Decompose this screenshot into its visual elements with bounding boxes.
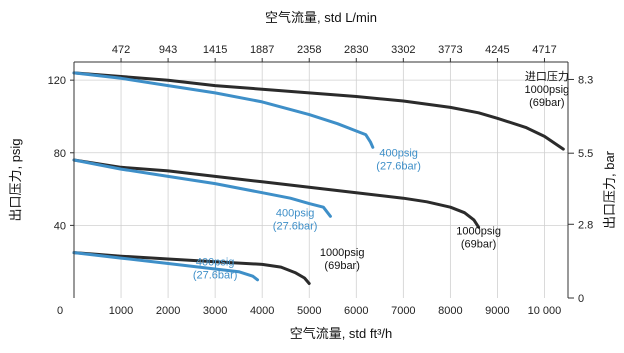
curve-label-line: 400psig xyxy=(196,256,235,268)
top-tick-label: 2358 xyxy=(297,44,321,56)
curve-label: 1000psig (69bar) xyxy=(320,247,365,272)
curve-label-line: (27.6bar) xyxy=(273,220,318,232)
curve-label: 400psig (27.6bar) xyxy=(273,207,318,232)
y-left-tick-label: 120 xyxy=(48,75,66,87)
curve-label: 进口压力 1000psig (69bar) xyxy=(525,70,570,109)
gridlines xyxy=(74,62,568,298)
curve-annotations: 进口压力 1000psig (69bar)400psig (27.6bar)400ps… xyxy=(193,70,569,281)
x-tick-label: 1000 xyxy=(109,305,133,317)
x-tick-label: 5000 xyxy=(297,305,321,317)
curve-label-line: 400psig xyxy=(379,147,418,159)
top-tick-label: 472 xyxy=(112,44,130,56)
top-tick-label: 1887 xyxy=(250,44,274,56)
series-line xyxy=(72,251,259,282)
series-lines xyxy=(72,71,565,285)
top-tick-label: 3302 xyxy=(391,44,415,56)
y-axis-left-title: 出口压力, psig xyxy=(8,138,23,221)
curve-label-line: 1000psig xyxy=(320,247,365,259)
y-right-tick-label: 0 xyxy=(578,293,584,305)
curve-label-line: (27.6bar) xyxy=(376,160,421,172)
x-tick-label: 10 000 xyxy=(528,305,562,317)
y-right-tick-label: 8.3 xyxy=(578,74,593,86)
top-axis-title: 空气流量, std L/min xyxy=(265,10,377,25)
series-line xyxy=(72,158,332,218)
x-tick-label: 2000 xyxy=(156,305,180,317)
y-left-tick-label: 40 xyxy=(54,220,66,232)
x-tick-label: 8000 xyxy=(438,305,462,317)
x-tick-label: 6000 xyxy=(344,305,368,317)
y-right-tick-label: 2.8 xyxy=(578,219,593,231)
x-tick-label: 9000 xyxy=(485,305,509,317)
curve-label-line: (69bar) xyxy=(324,260,359,272)
top-tick-label: 4717 xyxy=(532,44,556,56)
x-tick-label: 0 xyxy=(57,305,63,317)
curve-label-line: 1000psig xyxy=(525,84,570,96)
y-left-tick-label: 80 xyxy=(54,148,66,160)
x-axis-title: 空气流量, std ft³/h xyxy=(290,326,393,341)
curve-label-line: (27.6bar) xyxy=(193,269,238,281)
series-line xyxy=(72,71,375,149)
series-line xyxy=(72,71,565,151)
y-right-tick-label: 5.5 xyxy=(578,148,593,160)
x-tick-label: 7000 xyxy=(391,305,415,317)
top-tick-label: 943 xyxy=(159,44,177,56)
curve-label: 400psig (27.6bar) xyxy=(193,256,238,281)
top-tick-label: 3773 xyxy=(438,44,462,56)
curve-label: 400psig (27.6bar) xyxy=(376,147,421,172)
axes xyxy=(70,58,574,299)
curve-label-line: (69bar) xyxy=(461,238,496,250)
tick-labels: 0 1000 2000 3000 4000 5000 6000 7000 8000 9000 10 … xyxy=(48,44,594,317)
top-tick-label: 2830 xyxy=(344,44,368,56)
curve-label-line: 进口压力 xyxy=(525,70,569,83)
curve-label-line: 1000psig xyxy=(456,225,501,237)
x-tick-label: 3000 xyxy=(203,305,227,317)
series-line xyxy=(72,158,481,229)
curve-label-line: 400psig xyxy=(276,207,315,219)
top-tick-label: 1415 xyxy=(203,44,227,56)
curve-label-line: (69bar) xyxy=(529,97,564,109)
curve-label: 1000psig (69bar) xyxy=(456,225,501,250)
x-tick-label: 4000 xyxy=(250,305,274,317)
y-axis-right-title: 出口压力, bar xyxy=(602,150,617,229)
top-tick-label: 4245 xyxy=(485,44,509,56)
